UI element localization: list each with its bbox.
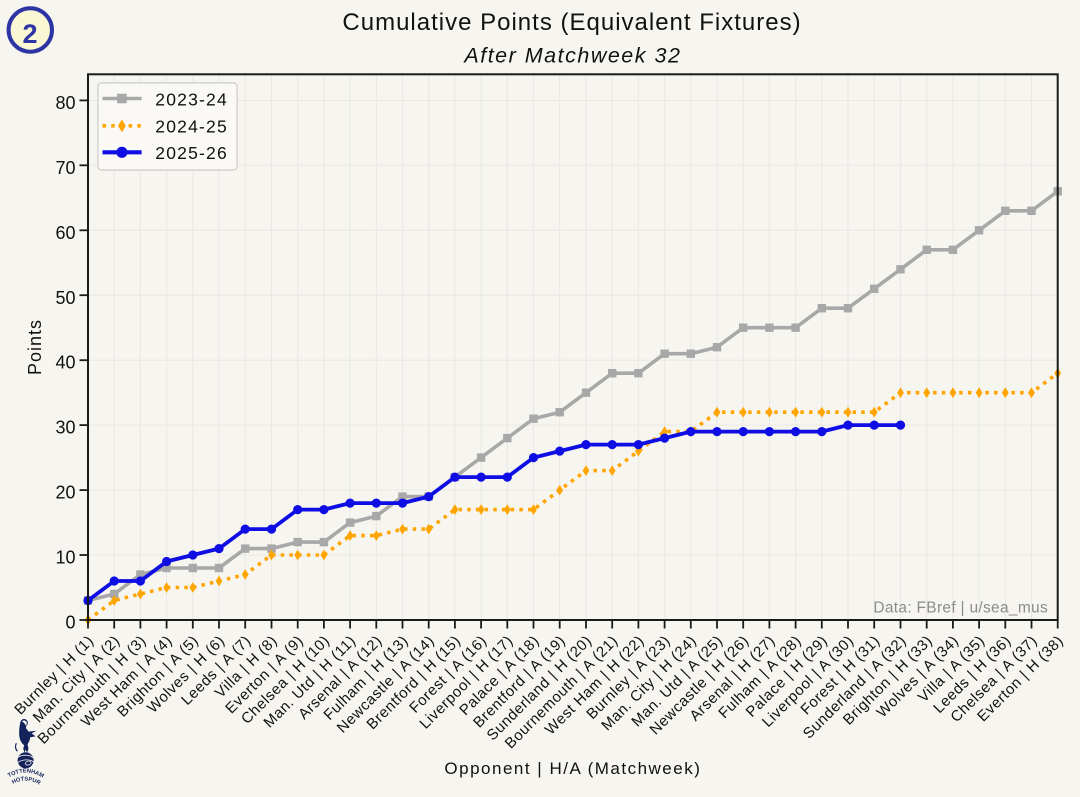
svg-text:Data: FBref | u/sea_mus: Data: FBref | u/sea_mus [873,600,1048,617]
svg-text:After Matchweek 32: After Matchweek 32 [462,44,681,68]
svg-text:Points: Points [25,319,45,375]
svg-text:60: 60 [55,223,75,243]
svg-text:2023-24: 2023-24 [155,89,228,109]
svg-text:Opponent | H/A (Matchweek): Opponent | H/A (Matchweek) [444,759,701,778]
svg-text:0: 0 [65,613,75,633]
svg-text:70: 70 [55,158,75,178]
svg-text:2025-26: 2025-26 [155,143,228,163]
svg-text:HOTSPUR: HOTSPUR [11,776,41,786]
svg-text:10: 10 [55,548,75,568]
svg-text:40: 40 [55,353,75,373]
svg-text:50: 50 [55,288,75,308]
svg-text:TOTTENHAM: TOTTENHAM [7,768,45,779]
svg-text:30: 30 [55,418,75,438]
svg-text:Cumulative Points (Equivalent: Cumulative Points (Equivalent Fixtures) [342,9,801,36]
svg-text:80: 80 [55,93,75,113]
svg-text:2024-25: 2024-25 [155,117,228,137]
svg-text:20: 20 [55,483,75,503]
svg-text:2: 2 [22,19,37,49]
